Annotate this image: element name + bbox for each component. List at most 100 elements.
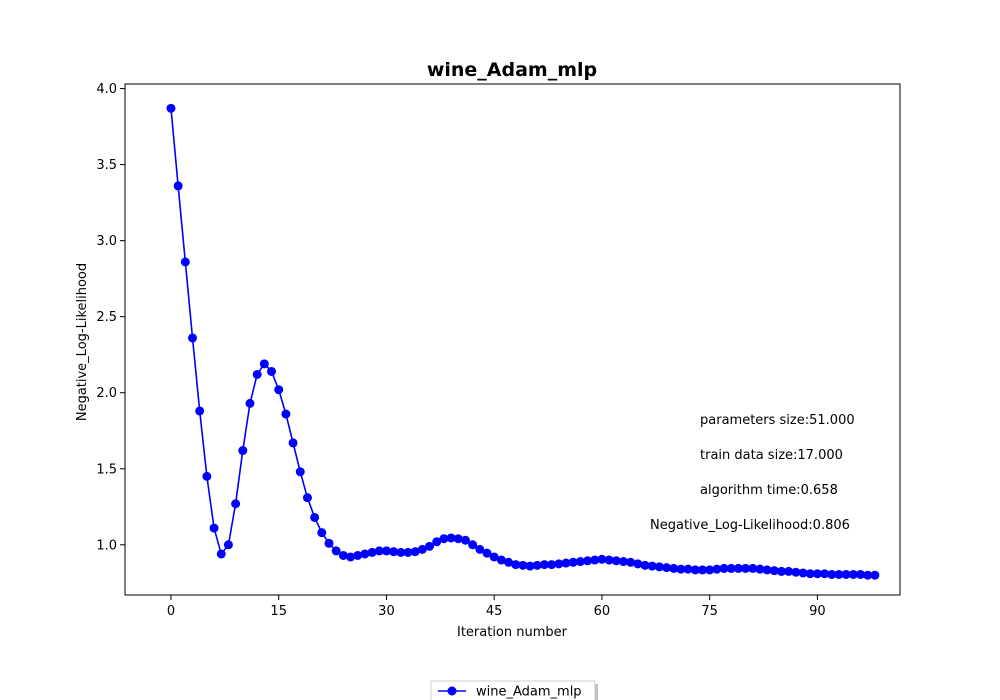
y-tick-label: 4.0 bbox=[96, 82, 117, 97]
data-point bbox=[317, 528, 327, 538]
data-point bbox=[654, 562, 664, 572]
chart-title: wine_Adam_mlp bbox=[427, 59, 597, 81]
data-point bbox=[726, 563, 736, 573]
data-point bbox=[482, 548, 492, 558]
data-point bbox=[597, 554, 607, 564]
plot-area-frame bbox=[124, 83, 901, 596]
data-point bbox=[173, 181, 183, 191]
x-tick-label: 30 bbox=[378, 604, 395, 619]
data-point bbox=[281, 409, 291, 419]
data-point bbox=[676, 564, 686, 574]
data-point bbox=[410, 547, 420, 557]
data-point bbox=[188, 333, 198, 343]
data-point bbox=[389, 547, 399, 557]
x-axis-ticks: 0 15 30 45 60 75 90 bbox=[167, 595, 826, 619]
data-point bbox=[460, 535, 470, 545]
data-point bbox=[453, 534, 463, 544]
data-point bbox=[539, 560, 549, 570]
data-point bbox=[690, 565, 700, 575]
legend-marker-swatch bbox=[447, 686, 457, 696]
data-point bbox=[238, 446, 248, 456]
data-point bbox=[611, 556, 621, 566]
data-point bbox=[353, 550, 363, 560]
data-point bbox=[748, 563, 758, 573]
legend-label: wine_Adam_mlp bbox=[476, 685, 582, 700]
data-point bbox=[425, 541, 435, 551]
data-point bbox=[195, 406, 205, 416]
data-point bbox=[202, 471, 212, 481]
data-point bbox=[310, 512, 320, 522]
data-point bbox=[417, 544, 427, 554]
x-tick-label: 0 bbox=[167, 604, 175, 619]
data-point bbox=[561, 558, 571, 568]
data-point bbox=[468, 540, 478, 550]
data-point bbox=[683, 564, 693, 574]
data-point bbox=[784, 566, 794, 576]
data-point bbox=[820, 569, 830, 579]
x-tick-label: 15 bbox=[270, 604, 287, 619]
data-point bbox=[590, 555, 600, 565]
data-point bbox=[856, 569, 865, 579]
data-point bbox=[863, 570, 873, 580]
data-point bbox=[267, 366, 277, 376]
y-tick-label: 2.5 bbox=[96, 310, 117, 325]
data-point bbox=[705, 565, 715, 575]
data-point bbox=[547, 560, 557, 570]
y-tick-label: 2.0 bbox=[96, 386, 117, 401]
data-point bbox=[640, 560, 650, 570]
data-point bbox=[245, 398, 255, 408]
data-point bbox=[367, 547, 377, 557]
data-point bbox=[741, 563, 751, 573]
data-point bbox=[633, 559, 643, 569]
data-point bbox=[331, 546, 341, 556]
x-tick-label: 60 bbox=[594, 604, 611, 619]
data-point bbox=[697, 565, 707, 575]
data-point bbox=[719, 563, 729, 573]
y-axis-ticks: 1.0 1.5 2.0 2.5 3.0 3.5 4.0 bbox=[96, 82, 125, 553]
data-point bbox=[834, 569, 844, 579]
data-point bbox=[662, 563, 672, 573]
y-tick-label: 3.0 bbox=[96, 234, 117, 249]
data-point bbox=[755, 564, 765, 574]
x-tick-label: 45 bbox=[486, 604, 503, 619]
y-axis-label: Negative_Log-Likelihood bbox=[75, 263, 90, 421]
data-point bbox=[669, 563, 679, 573]
data-point bbox=[798, 568, 808, 578]
data-point bbox=[432, 537, 442, 547]
data-point bbox=[532, 560, 542, 570]
annotation-algorithm-time: algorithm time:0.658 bbox=[700, 483, 838, 498]
data-point bbox=[274, 385, 284, 395]
series-line bbox=[170, 108, 875, 577]
data-point bbox=[338, 550, 348, 560]
data-point bbox=[518, 560, 528, 570]
data-point bbox=[568, 557, 578, 567]
y-tick-label: 1.0 bbox=[96, 538, 117, 553]
x-tick-label: 75 bbox=[701, 604, 718, 619]
legend: wine_Adam_mlp bbox=[430, 680, 598, 700]
annotation-train-data-size: train data size:17.000 bbox=[700, 448, 843, 463]
data-point bbox=[805, 569, 815, 579]
x-tick-label: 90 bbox=[809, 604, 826, 619]
y-tick-label: 3.5 bbox=[96, 158, 117, 173]
data-point bbox=[647, 561, 657, 571]
data-point bbox=[209, 523, 219, 533]
data-point bbox=[812, 569, 822, 579]
data-point bbox=[231, 499, 241, 509]
data-point bbox=[791, 567, 801, 577]
data-point bbox=[396, 547, 406, 557]
data-point bbox=[511, 560, 521, 570]
legend-box bbox=[430, 680, 596, 700]
data-point bbox=[166, 103, 176, 113]
data-point bbox=[776, 566, 786, 576]
data-point bbox=[288, 438, 298, 448]
data-point bbox=[180, 257, 190, 267]
data-point bbox=[712, 564, 722, 574]
data-point bbox=[216, 549, 226, 559]
y-tick-label: 1.5 bbox=[96, 462, 117, 477]
data-point bbox=[504, 557, 514, 567]
data-point bbox=[848, 569, 858, 579]
data-point bbox=[302, 493, 312, 503]
data-point bbox=[496, 555, 506, 565]
data-point bbox=[489, 552, 499, 562]
